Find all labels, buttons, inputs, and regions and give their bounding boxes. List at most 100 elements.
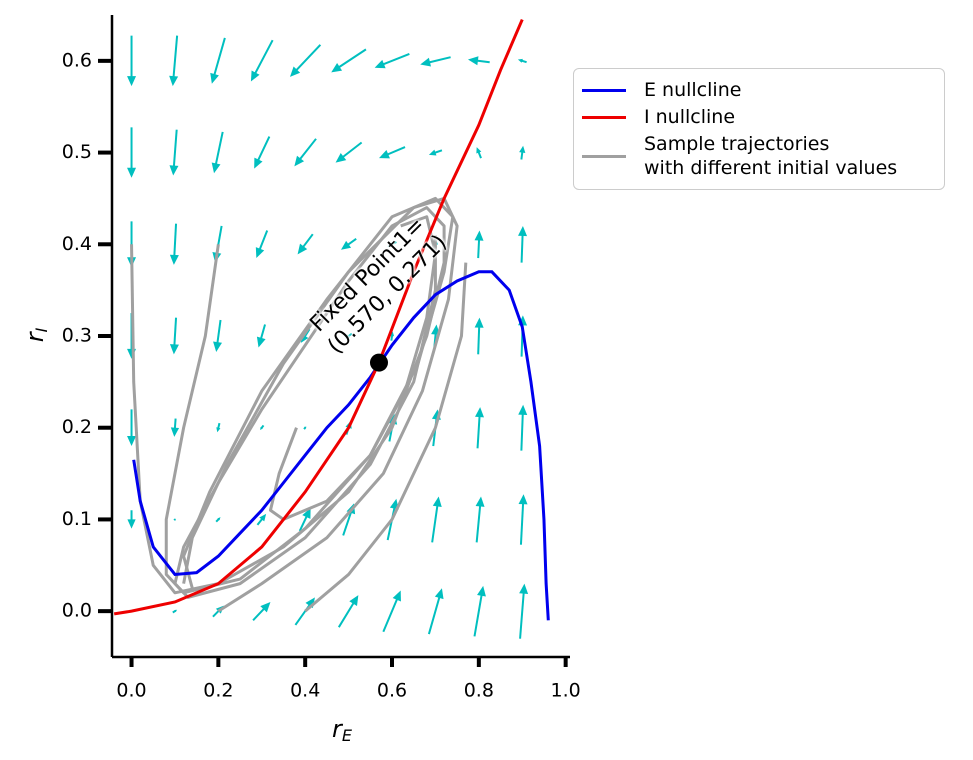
arrow-shaft xyxy=(252,39,274,77)
vector-arrow xyxy=(337,595,359,628)
arrow-head xyxy=(169,165,179,176)
vector-arrow xyxy=(289,44,322,77)
vector-arrow xyxy=(250,39,274,82)
vector-arrow xyxy=(169,317,179,355)
vector-arrow xyxy=(517,58,527,64)
arrow-head xyxy=(345,334,350,339)
arrow-shaft xyxy=(255,136,271,164)
legend-entry: E nullcline xyxy=(582,78,936,102)
vector-arrow xyxy=(331,48,367,73)
y-tick-label: 0.4 xyxy=(62,233,92,255)
vector-arrow xyxy=(335,141,363,163)
legend-label: I nullcline xyxy=(644,106,736,128)
arrow-shaft xyxy=(293,44,322,74)
vector-arrow xyxy=(254,136,271,169)
y-tick-label: 0.0 xyxy=(62,600,92,622)
vector-arrow xyxy=(518,494,528,545)
vector-arrow xyxy=(260,424,265,431)
arrow-head xyxy=(294,155,305,167)
legend-swatch xyxy=(582,115,626,119)
arrow-shaft xyxy=(519,500,525,545)
arrow-shaft xyxy=(172,35,179,81)
arrow-head xyxy=(304,426,307,429)
trajectory xyxy=(268,215,437,521)
vector-arrow xyxy=(345,332,353,339)
vector-arrow xyxy=(169,35,179,87)
arrow-shaft xyxy=(173,223,178,259)
arrow-head xyxy=(250,70,260,82)
y-tick-label: 0.5 xyxy=(62,141,92,163)
legend-label: E nullcline xyxy=(644,79,742,101)
x-tick-label: 0.2 xyxy=(203,680,233,702)
arrow-head xyxy=(467,56,479,66)
vector-arrow xyxy=(298,507,311,532)
y-tick-label: 0.1 xyxy=(62,508,92,530)
arrow-head xyxy=(216,427,221,433)
arrow-shaft xyxy=(431,502,439,543)
arrow-head xyxy=(475,407,484,418)
vector-arrow xyxy=(518,404,528,451)
arrow-head xyxy=(254,157,263,169)
legend-label: Sample trajectories with different initi… xyxy=(644,133,898,179)
arrow-shaft xyxy=(382,595,400,633)
y-axis-label: rI xyxy=(21,327,51,342)
y-tick-label: 0.3 xyxy=(62,325,92,347)
arrow-head xyxy=(517,58,523,63)
arrow-head xyxy=(211,162,221,174)
arrow-head xyxy=(518,225,528,237)
vector-arrow xyxy=(387,241,397,247)
y-tick-label: 0.2 xyxy=(62,416,92,438)
arrow-head xyxy=(169,344,179,355)
arrow-head xyxy=(331,63,343,73)
vector-arrow xyxy=(169,129,179,176)
arrow-head xyxy=(475,496,485,507)
vector-arrow xyxy=(382,590,401,633)
trajectory xyxy=(130,206,446,599)
arrow-shaft xyxy=(335,48,367,70)
vector-arrow xyxy=(172,609,178,614)
arrow-head xyxy=(127,436,137,447)
vector-arrow xyxy=(255,230,269,259)
arrow-head xyxy=(518,404,528,415)
arrow-shaft xyxy=(519,589,525,639)
vector-arrow xyxy=(474,317,484,355)
vector-arrow xyxy=(170,418,180,437)
arrow-shaft xyxy=(337,599,357,628)
vector-arrow xyxy=(252,601,271,622)
vector-arrow xyxy=(127,127,137,178)
arrow-head xyxy=(477,585,486,597)
arrow-head xyxy=(174,518,176,520)
arrow-head xyxy=(256,336,266,348)
arrow-head xyxy=(378,150,390,159)
vector-arrow xyxy=(256,513,267,526)
fixed-point xyxy=(369,353,388,372)
arrow-shaft xyxy=(475,502,482,543)
arrow-head xyxy=(210,72,219,84)
arrow-shaft xyxy=(297,138,317,163)
vector-arrow xyxy=(467,56,490,66)
vector-arrow xyxy=(127,35,137,87)
arrow-head xyxy=(349,595,359,606)
arrow-head xyxy=(169,75,179,87)
vector-arrow xyxy=(213,319,222,353)
arrow-shaft xyxy=(477,323,481,355)
vector-arrow xyxy=(476,147,482,159)
vector-arrow xyxy=(431,496,442,543)
arrow-head xyxy=(434,588,444,600)
arrow-head xyxy=(420,57,432,67)
vector-arrow xyxy=(427,588,444,635)
arrow-shaft xyxy=(520,410,524,451)
vector-arrow xyxy=(374,53,410,69)
vector-arrow xyxy=(127,510,136,529)
arrow-shaft xyxy=(476,413,481,449)
legend: E nullcline I nullcline Sample trajectorie… xyxy=(573,68,945,190)
vector-arrow xyxy=(518,225,528,263)
arrow-head xyxy=(174,609,178,613)
vector-arrow xyxy=(211,131,224,174)
arrow-shaft xyxy=(212,37,226,79)
arrow-shaft xyxy=(425,56,451,65)
x-tick-label: 0.0 xyxy=(116,680,146,702)
arrow-head xyxy=(127,167,137,178)
arrow-head xyxy=(260,601,271,613)
